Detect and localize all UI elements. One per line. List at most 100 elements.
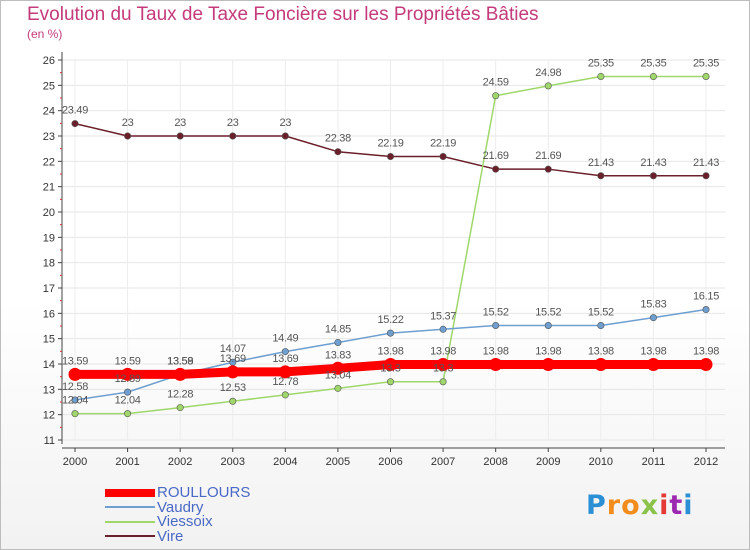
data-point-viessoix	[386, 378, 394, 386]
data-point-vire	[71, 120, 79, 128]
data-point-viessoix	[492, 92, 500, 100]
data-label-roullours: 13.83	[325, 349, 351, 361]
data-label-viessoix: 25.35	[640, 57, 666, 69]
data-point-viessoix	[649, 72, 657, 80]
data-label-vire: 23	[122, 117, 134, 129]
data-point-vaudry	[702, 306, 710, 314]
legend-swatch	[105, 506, 155, 508]
data-label-vire: 23	[280, 117, 292, 129]
proxiti-logo: Proxiti	[586, 490, 694, 521]
data-label-vaudry: 15.52	[483, 306, 509, 318]
data-point-roullours	[594, 358, 608, 372]
data-point-viessoix	[124, 410, 132, 418]
data-label-viessoix: 12.78	[272, 376, 298, 388]
data-point-vaudry	[597, 321, 605, 329]
data-point-viessoix	[71, 410, 79, 418]
logo-letter: i	[683, 490, 694, 521]
data-point-vaudry	[124, 388, 132, 396]
data-label-vaudry: 12.58	[62, 381, 88, 393]
legend-label: Vire	[157, 527, 184, 545]
data-label-vire: 23.49	[62, 105, 88, 117]
data-label-viessoix: 12.04	[115, 395, 141, 407]
y-tick-label: 21	[43, 182, 55, 194]
y-tick-label: 19	[43, 232, 55, 244]
data-point-roullours	[489, 358, 503, 372]
x-tick-label: 2002	[168, 456, 192, 468]
data-label-viessoix: 13.3	[433, 363, 453, 375]
chart-unit-label: (en %)	[27, 27, 63, 41]
y-tick-label: 13	[43, 384, 55, 396]
legend-item-roullours: ROULLOURS	[105, 485, 250, 500]
y-tick-label: 25	[43, 80, 55, 92]
data-label-vaudry: 13.58	[167, 356, 193, 368]
data-point-roullours	[384, 358, 397, 372]
data-point-vire	[281, 132, 289, 140]
x-tick-label: 2004	[273, 456, 297, 468]
data-point-viessoix	[176, 404, 184, 412]
y-tick-label: 17	[43, 283, 55, 295]
data-label-vire: 22.19	[377, 138, 403, 150]
y-tick-label: 22	[43, 156, 55, 168]
x-tick-label: 2011	[642, 456, 666, 468]
data-point-viessoix	[439, 378, 447, 386]
data-point-vaudry	[334, 338, 342, 346]
legend-label: Vaudry	[157, 498, 204, 516]
x-tick-label: 2009	[536, 456, 560, 468]
data-label-vire: 23	[227, 117, 239, 129]
data-label-roullours: 13.69	[220, 353, 246, 365]
data-point-viessoix	[281, 391, 289, 399]
data-label-vire: 22.38	[325, 133, 351, 145]
data-label-viessoix: 24.98	[535, 67, 561, 79]
x-tick-label: 2010	[589, 456, 613, 468]
data-label-vaudry: 15.52	[588, 306, 614, 318]
logo-letter: r	[606, 490, 622, 521]
data-point-vaudry	[386, 329, 394, 337]
data-point-vire	[124, 132, 132, 140]
data-point-vire	[176, 132, 184, 140]
data-point-vire	[334, 148, 342, 156]
logo-letter: o	[621, 490, 641, 521]
data-point-roullours	[436, 358, 450, 372]
data-label-roullours: 13.98	[483, 346, 509, 358]
data-label-vire: 21.43	[588, 157, 614, 169]
data-label-viessoix: 12.28	[167, 389, 193, 401]
data-point-vaudry	[544, 321, 552, 329]
y-tick-label: 16	[43, 308, 55, 320]
x-tick-label: 2006	[378, 456, 402, 468]
data-label-roullours: 13.59	[167, 355, 193, 367]
y-tick-label: 23	[43, 131, 55, 143]
data-label-viessoix: 13.04	[325, 369, 351, 381]
data-point-roullours	[699, 358, 713, 372]
data-label-vaudry: 15.52	[535, 306, 561, 318]
data-point-vire	[439, 153, 447, 161]
data-label-vaudry: 12.89	[115, 373, 141, 385]
data-label-roullours: 13.59	[115, 355, 141, 367]
data-label-viessoix: 12.04	[62, 395, 88, 407]
x-tick-label: 2008	[483, 456, 507, 468]
legend-swatch	[105, 520, 155, 523]
data-point-viessoix	[229, 397, 237, 405]
data-label-roullours: 13.98	[535, 346, 561, 358]
legend-item-vaudry: Vaudry	[105, 500, 203, 515]
data-point-vire	[229, 132, 237, 140]
chart-title: Evolution du Taux de Taxe Foncière sur l…	[27, 4, 539, 25]
legend-label: ROULLOURS	[157, 484, 251, 501]
data-point-viessoix	[702, 72, 710, 80]
data-point-viessoix	[544, 82, 552, 90]
legend-label: Viessoix	[157, 513, 213, 530]
y-tick-label: 14	[43, 359, 55, 371]
data-label-vaudry: 15.37	[430, 310, 456, 322]
data-point-vaudry	[439, 325, 447, 333]
data-label-viessoix: 24.59	[483, 77, 509, 89]
data-point-roullours	[541, 358, 555, 372]
data-label-vaudry: 15.83	[640, 299, 666, 311]
data-point-roullours	[121, 367, 135, 381]
legend-swatch	[105, 488, 155, 497]
data-point-vire	[702, 172, 710, 180]
data-point-roullours	[646, 358, 660, 372]
data-label-vire: 22.19	[430, 138, 456, 150]
data-point-viessoix	[597, 72, 605, 80]
data-label-viessoix: 25.35	[588, 57, 614, 69]
